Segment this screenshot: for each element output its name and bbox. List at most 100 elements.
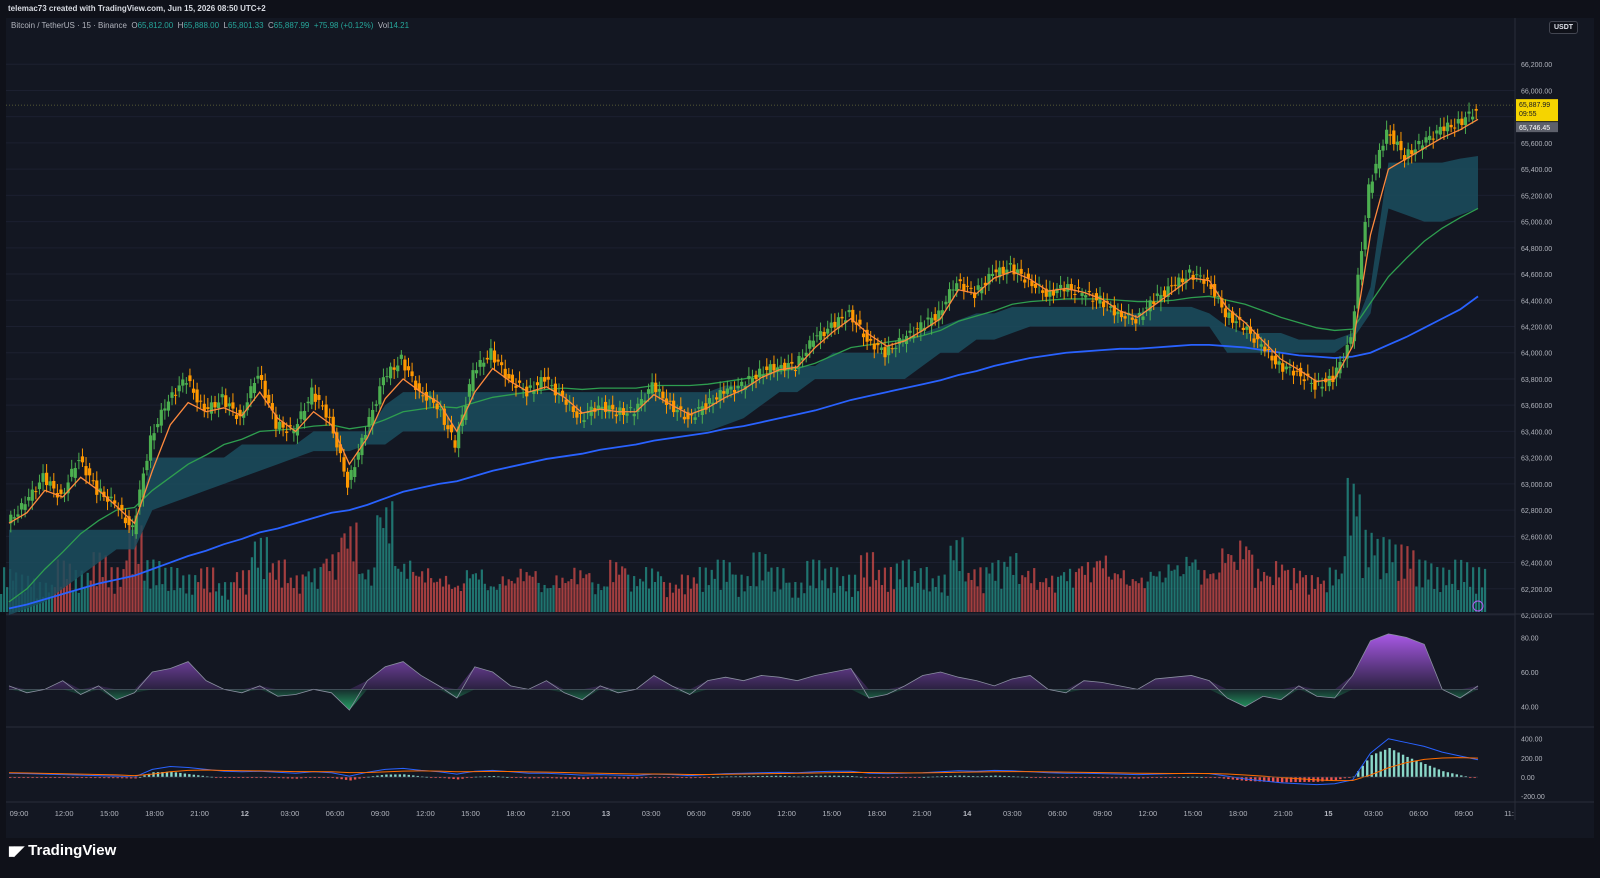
- volume-bar: [1277, 577, 1281, 612]
- macd-histogram-bar: [31, 777, 34, 779]
- currency-badge[interactable]: USDT: [1549, 21, 1579, 34]
- volume-bar: [238, 588, 242, 612]
- candle-body: [704, 403, 708, 410]
- candle-body: [1374, 163, 1378, 174]
- macd-histogram-bar: [9, 777, 12, 779]
- macd-histogram-bar: [94, 777, 97, 779]
- volume-bar: [283, 559, 286, 612]
- macd-histogram-bar: [622, 777, 625, 779]
- candle-body: [947, 289, 952, 304]
- macd-histogram-bar: [1115, 777, 1118, 779]
- macd-histogram-bar: [1222, 777, 1226, 779]
- volume-bar: [59, 586, 62, 612]
- price-axis-label: 66,200.00: [1521, 62, 1552, 69]
- candle-body: [399, 354, 403, 359]
- volume-bar: [928, 591, 931, 612]
- symbol-name: Bitcoin / TetherUS · 15 · Binance: [11, 21, 127, 30]
- volume-bar: [244, 594, 248, 612]
- volume-bar: [1424, 560, 1427, 612]
- volume-bar: [361, 573, 364, 612]
- volume-bar: [1080, 566, 1084, 612]
- macd-histogram-bar: [1083, 777, 1087, 779]
- volume-bar: [394, 566, 397, 612]
- time-axis-label: 12:00: [55, 809, 74, 818]
- volume-bar: [827, 588, 830, 612]
- volume-bar: [943, 574, 946, 612]
- candle-body: [815, 335, 819, 337]
- volume-bar: [1098, 560, 1102, 612]
- macd-histogram-bar: [183, 773, 187, 778]
- candle-body: [1205, 277, 1210, 280]
- macd-histogram-bar: [223, 777, 227, 779]
- candle-body: [1334, 367, 1339, 378]
- macd-histogram-bar: [22, 777, 25, 779]
- volume-bar: [1125, 584, 1128, 612]
- candle-body: [396, 365, 400, 372]
- candle-body: [1166, 286, 1170, 297]
- volume-bar: [862, 577, 866, 612]
- volume-bar: [465, 570, 469, 612]
- volume-bar: [1307, 594, 1311, 612]
- chart-area[interactable]: [6, 18, 1594, 838]
- volume-bar: [197, 582, 200, 612]
- volume-bar: [334, 579, 337, 612]
- close-value: 65,887.99: [273, 21, 310, 30]
- candle-body: [1030, 280, 1034, 287]
- macd-histogram-bar: [712, 777, 715, 779]
- candle-body: [263, 380, 267, 398]
- rsi-axis-label: 60.00: [1521, 670, 1539, 677]
- candle-body: [324, 404, 328, 418]
- volume-bar: [1454, 559, 1457, 612]
- volume-bar: [415, 575, 418, 612]
- volume-bar: [1325, 592, 1328, 612]
- volume-bar: [1358, 494, 1361, 612]
- volume-bar: [86, 572, 89, 612]
- volume-bar: [880, 585, 884, 612]
- volume-bar: [191, 594, 194, 612]
- time-axis-label: 06:00: [1409, 809, 1428, 818]
- candle-body: [1309, 382, 1313, 384]
- volume-bar: [707, 585, 710, 612]
- macd-histogram-bar: [819, 775, 823, 778]
- candle-body: [496, 359, 500, 362]
- candle-body: [1252, 338, 1256, 343]
- macd-histogram-bar: [412, 775, 415, 778]
- volume-bar: [1301, 577, 1305, 612]
- macd-histogram-bar: [456, 777, 460, 780]
- candle-body: [98, 488, 102, 493]
- volume-bar: [907, 559, 910, 612]
- macd-histogram-bar: [707, 777, 711, 779]
- candle-body: [242, 411, 246, 418]
- volume-bar: [116, 567, 119, 612]
- macd-histogram-bar: [586, 777, 590, 779]
- macd-histogram-bar: [1025, 776, 1029, 778]
- volume-bar: [525, 572, 528, 612]
- volume-bar: [630, 591, 633, 612]
- volume-bar: [558, 588, 561, 612]
- candle-body: [1069, 284, 1073, 291]
- time-axis-label: 12: [241, 809, 249, 818]
- candle-body: [335, 432, 339, 448]
- macd-histogram-bar: [192, 774, 196, 778]
- time-axis-label: 15:00: [100, 809, 119, 818]
- tradingview-logo[interactable]: ▮◤ TradingView: [8, 842, 116, 859]
- volume-bar: [200, 568, 203, 612]
- price-axis-label: 65,000.00: [1521, 220, 1552, 227]
- volume-bar: [609, 559, 612, 612]
- macd-histogram-bar: [756, 776, 760, 778]
- candle-body: [1381, 145, 1385, 151]
- candle-body: [930, 317, 934, 326]
- volume-bar: [600, 590, 603, 612]
- volume-bar: [1027, 570, 1030, 612]
- candle-body: [1277, 361, 1281, 365]
- volume-bar: [552, 585, 555, 612]
- volume-bar: [1188, 566, 1191, 612]
- candle-body: [288, 425, 292, 427]
- volume-bar: [1209, 574, 1212, 612]
- volume-bar: [719, 589, 722, 612]
- ema-fast-line: [8, 118, 1479, 525]
- candle-body: [872, 343, 876, 350]
- macd-histogram-bar: [1160, 777, 1163, 779]
- macd-histogram-bar: [824, 775, 827, 778]
